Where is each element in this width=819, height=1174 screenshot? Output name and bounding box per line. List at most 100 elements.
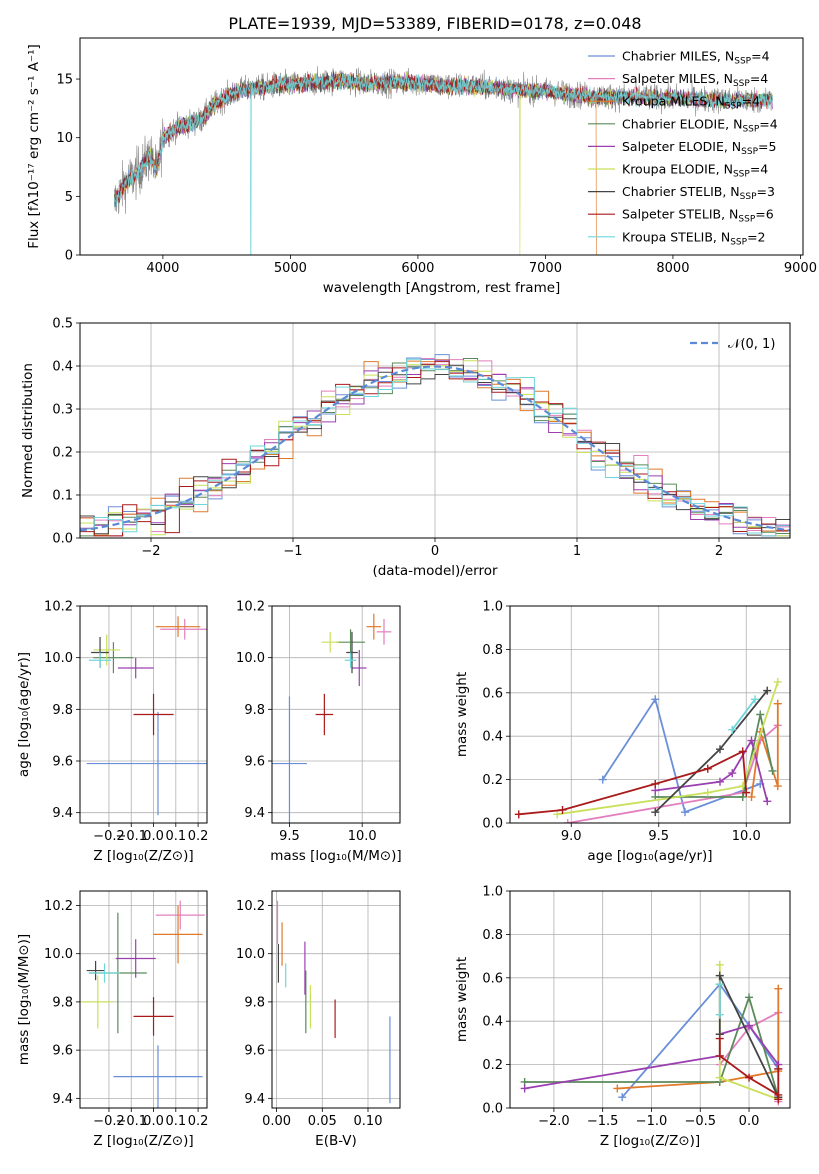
y-tick-label: 9.4 [52,806,73,821]
y-tick-label: 10.0 [236,947,265,962]
mass-weight-line [731,698,756,731]
plot-area [82,900,205,1108]
axes-frame [509,605,791,824]
legend-label: Kroupa MILES, NSSP=4 [622,94,760,112]
chart-residuals: −2 −1 0 1 2 0.0 0.1 0.2 0.3 0.4 0.5 (data-model)/er… [20,317,791,579]
x-tick-label: 0.1 [165,829,186,844]
error-bar-point [117,657,154,679]
plot-area [86,616,207,816]
mass-weight-marker [715,1051,724,1060]
x-tick-label: 4000 [146,261,179,276]
y-tick-label: 9.6 [52,1044,73,1059]
x-tick-label: 10.0 [348,829,377,844]
x-tick-label: 0.05 [308,1114,337,1129]
model-spectrum-line [114,71,773,255]
error-bar-point [321,631,339,653]
error-bar-point [86,960,105,981]
mass-weight-line [524,994,780,1098]
x-tick-label: 0.10 [354,1114,383,1129]
mass-weight-marker [763,686,772,695]
y-tick-label: 0.5 [52,317,73,332]
legend-label: 𝒩(0, 1) [728,337,775,352]
chart-mass_vs_EBV: 0.00 0.05 0.10 9.4 9.6 9.8 10.0 10.2 E(B-V) [236,890,401,1149]
x-tick-label: −0.2 [93,829,125,844]
error-bar-point [160,618,207,640]
mass-weight-marker [520,1084,529,1093]
mass-weight-marker [747,792,756,801]
y-tick-label: 0.6 [482,971,503,986]
y-tick-label: 10.2 [236,600,265,615]
y-tick-label: 9.4 [52,1092,73,1107]
x-tick-label: 10.0 [732,829,761,844]
error-bar-point [133,997,174,1036]
x-tick-label: 0 [431,544,439,559]
chart-age_vs_mass: 9.5 10.0 9.4 9.6 9.8 10.0 10.2 mass [log₁₀(M/M⊙… [236,600,402,865]
legend-label: Salpeter MILES, NSSP=4 [622,71,768,89]
x-tick-label: 0.00 [262,1114,291,1129]
y-axis-label: mass weight [454,672,470,757]
x-tick-label: −0.5 [684,1114,716,1129]
mass-weight-line [655,714,774,798]
plot-area [272,613,392,823]
error-bar-point [336,629,366,656]
error-bar-point [376,618,392,645]
y-tick-label: 9.8 [244,703,265,718]
axes-frame [79,605,208,824]
axes-frame [271,890,401,1109]
mass-weight-line [567,724,779,823]
x-tick-label: −1 [283,544,302,559]
y-tick-label: 10.2 [44,600,73,615]
plot-area [514,677,782,823]
mass-weight-marker [651,779,660,788]
mass-weight-marker [745,1073,754,1082]
plot-area [520,960,783,1106]
mass-weight-marker [742,788,751,797]
legend-label: Chabrier MILES, NSSP=4 [622,49,770,67]
axes-frame [79,37,804,256]
x-axis-label: E(B-V) [315,1133,357,1149]
x-tick-label: −2.0 [538,1114,570,1129]
mass-weight-marker [747,736,756,745]
y-tick-label: 0.0 [482,817,503,832]
y-tick-label: 9.6 [244,755,265,770]
mass-weight-marker [681,808,689,817]
x-axis-label: wavelength [Angstrom, rest frame] [323,280,561,296]
x-tick-label: −0.2 [93,1114,125,1129]
y-tick-label: 10.2 [236,899,265,914]
mass-weight-marker [703,788,712,797]
x-tick-label: 9.5 [279,829,300,844]
mass-weight-marker [745,993,754,1002]
x-axis-label: Z [log₁₀(Z/Z⊙)] [93,1133,193,1149]
y-tick-label: 10.0 [44,651,73,666]
y-tick-label: 1.0 [482,885,503,900]
x-tick-label: 0.0 [739,1114,760,1129]
y-tick-label: 0.0 [482,1102,503,1117]
mass-weight-marker [514,810,523,819]
error-bar-point [155,616,201,637]
y-axis-label: Normed distribution [20,363,36,498]
x-tick-label: −1.0 [636,1114,668,1129]
legend-label: Chabrier ELODIE, NSSP=4 [622,116,778,134]
mass-weight-marker [774,1064,783,1073]
y-tick-label: 9.4 [244,1092,265,1107]
mass-weight-marker [553,810,562,819]
mass-weight-line [617,988,780,1090]
figure-title: PLATE=1939, MJD=53389, FIBERID=0178, z=0… [228,14,641,33]
mass-weight-line [557,681,779,816]
x-tick-label: 9.0 [561,829,582,844]
x-tick-label: 8000 [656,261,689,276]
mass-weight-marker [651,695,660,704]
y-tick-label: 10.0 [236,651,265,666]
error-bar-point [115,939,156,978]
x-tick-label: 0.1 [165,1114,186,1129]
chart-massweight_vs_age: 9.0 9.5 10.0 0.0 0.2 0.4 0.6 0.8 1.0 age [log₁₀(a… [454,600,791,864]
x-tick-label: 0.2 [188,829,209,844]
error-bar-point [86,711,207,816]
y-tick-label: 0.2 [482,1058,503,1073]
y-tick-label: 0.3 [52,403,73,418]
x-tick-label: 0.0 [143,829,164,844]
y-tick-label: 9.6 [244,1044,265,1059]
x-tick-label: 7000 [529,261,562,276]
plot-area [114,66,773,255]
mass-weight-marker [738,747,747,756]
